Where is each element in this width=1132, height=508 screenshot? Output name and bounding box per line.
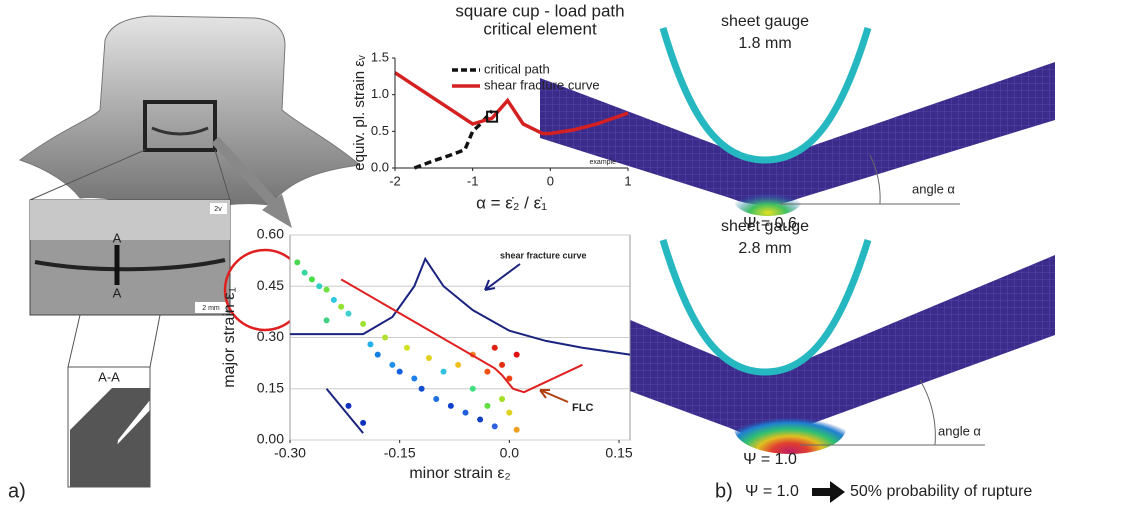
scatter-point — [308, 276, 315, 283]
annotation: FLC — [572, 402, 593, 414]
psi-label: Ψ = 0.6 — [743, 215, 797, 232]
y-tick-label: 1.5 — [371, 49, 389, 64]
scatter-point — [345, 310, 352, 317]
y-tick-label: 0.45 — [257, 277, 284, 293]
scatter-point — [294, 259, 301, 266]
panel-label: a) — [8, 480, 26, 502]
scatter-point — [338, 303, 345, 310]
scatter-point — [440, 368, 447, 375]
x-tick-label: 0.15 — [605, 445, 632, 461]
y-tick-label: 0.60 — [257, 226, 284, 242]
marker — [486, 110, 499, 123]
caption-psi: Ψ = 1.0 — [745, 483, 799, 500]
angle-label: angle α — [912, 181, 955, 196]
section-label: A — [113, 230, 122, 245]
scale-label: 2 mm — [202, 305, 220, 312]
x-tick-label: 0 — [547, 173, 554, 188]
y-axis-label: equiv. pl. strain εᵥ — [351, 55, 368, 171]
y-tick-label: 0.00 — [257, 431, 284, 447]
x-tick-label: -2 — [389, 173, 401, 188]
annotation: shear fracture curve — [500, 250, 587, 260]
scatter-point — [411, 375, 418, 382]
scatter-point — [491, 344, 498, 351]
sim-thin — [540, 26, 1055, 216]
scatter-point — [484, 368, 491, 375]
scatter-point — [484, 402, 491, 409]
annotation-arrow — [484, 263, 521, 291]
scatter-point — [425, 355, 432, 361]
panel-label: b) — [715, 480, 733, 502]
sim-thick — [540, 238, 1055, 454]
cup-photo — [18, 15, 362, 216]
x-tick-label: -0.30 — [274, 445, 306, 461]
scatter-point — [360, 320, 367, 327]
scatter-point — [389, 361, 396, 368]
x-tick-label: -0.15 — [384, 445, 416, 461]
caption-text: 50% probability of rupture — [850, 483, 1032, 500]
y-tick-label: 0.30 — [257, 328, 284, 344]
scatter-point — [513, 351, 520, 358]
cross-section-title: A-A — [98, 369, 120, 384]
scatter-point — [506, 375, 513, 382]
scatter-point — [506, 409, 513, 416]
scatter-point — [403, 344, 410, 351]
chart-title: critical element — [483, 19, 597, 38]
scatter-point — [345, 402, 352, 409]
scatter-point — [323, 286, 330, 293]
x-tick-label: 1 — [624, 173, 631, 188]
scatter-point — [477, 416, 484, 423]
scatter-point — [367, 341, 374, 348]
scatter-point — [447, 402, 454, 409]
annotation: example — [590, 159, 617, 166]
x-axis-label: α = ε̇₂ / ε̇₁ — [476, 193, 547, 212]
scatter-point — [499, 361, 506, 368]
psi-label: Ψ = 1.0 — [743, 451, 797, 468]
scatter-point — [316, 283, 323, 290]
x-tick-label: 0.0 — [500, 445, 520, 461]
x-axis-label: minor strain ε₂ — [409, 465, 510, 482]
legend-label: critical path — [484, 61, 550, 76]
scatter-point — [330, 296, 337, 303]
y-tick-label: 1.0 — [371, 86, 389, 101]
chart-title: square cup - load path — [455, 1, 624, 20]
series-line — [394, 71, 629, 136]
scatter-point — [491, 423, 498, 430]
scatter-point — [433, 396, 440, 402]
scatter-point — [469, 385, 476, 392]
scatter-point — [323, 317, 330, 324]
y-tick-label: 0.0 — [371, 159, 389, 174]
scatter-point — [396, 368, 403, 375]
y-axis-label: major strain ε₁ — [221, 287, 238, 388]
scatter-point — [499, 396, 506, 402]
caption-arrow — [812, 481, 845, 503]
scatter-point — [374, 351, 381, 358]
annotation-arrow — [539, 389, 569, 403]
series-line — [290, 256, 631, 434]
y-tick-label: 0.15 — [257, 379, 284, 395]
scatter-point — [360, 419, 367, 426]
scatter-point — [455, 361, 462, 368]
scatter-point — [382, 334, 389, 341]
legend-label: shear fracture curve — [484, 77, 600, 92]
y-tick-label: 0.5 — [371, 123, 389, 138]
cross-section: A-A — [67, 366, 151, 488]
series-line — [340, 278, 583, 394]
scatter-point — [513, 426, 520, 433]
gauge-label: sheet gauge — [721, 218, 809, 235]
gauge-label: 1.8 mm — [738, 35, 791, 52]
section-photo: A A 2v 2 mm — [29, 199, 231, 368]
scatter-point — [301, 269, 308, 276]
gauge-label: 2.8 mm — [738, 240, 791, 257]
angle-label: angle α — [938, 423, 981, 438]
scatter-point — [418, 385, 425, 392]
photo-label: 2v — [214, 206, 222, 213]
x-tick-label: -1 — [467, 173, 479, 188]
scatter-point — [462, 409, 469, 416]
series-line — [413, 109, 494, 170]
section-label: A — [113, 285, 122, 300]
gauge-label: sheet gauge — [721, 13, 809, 30]
